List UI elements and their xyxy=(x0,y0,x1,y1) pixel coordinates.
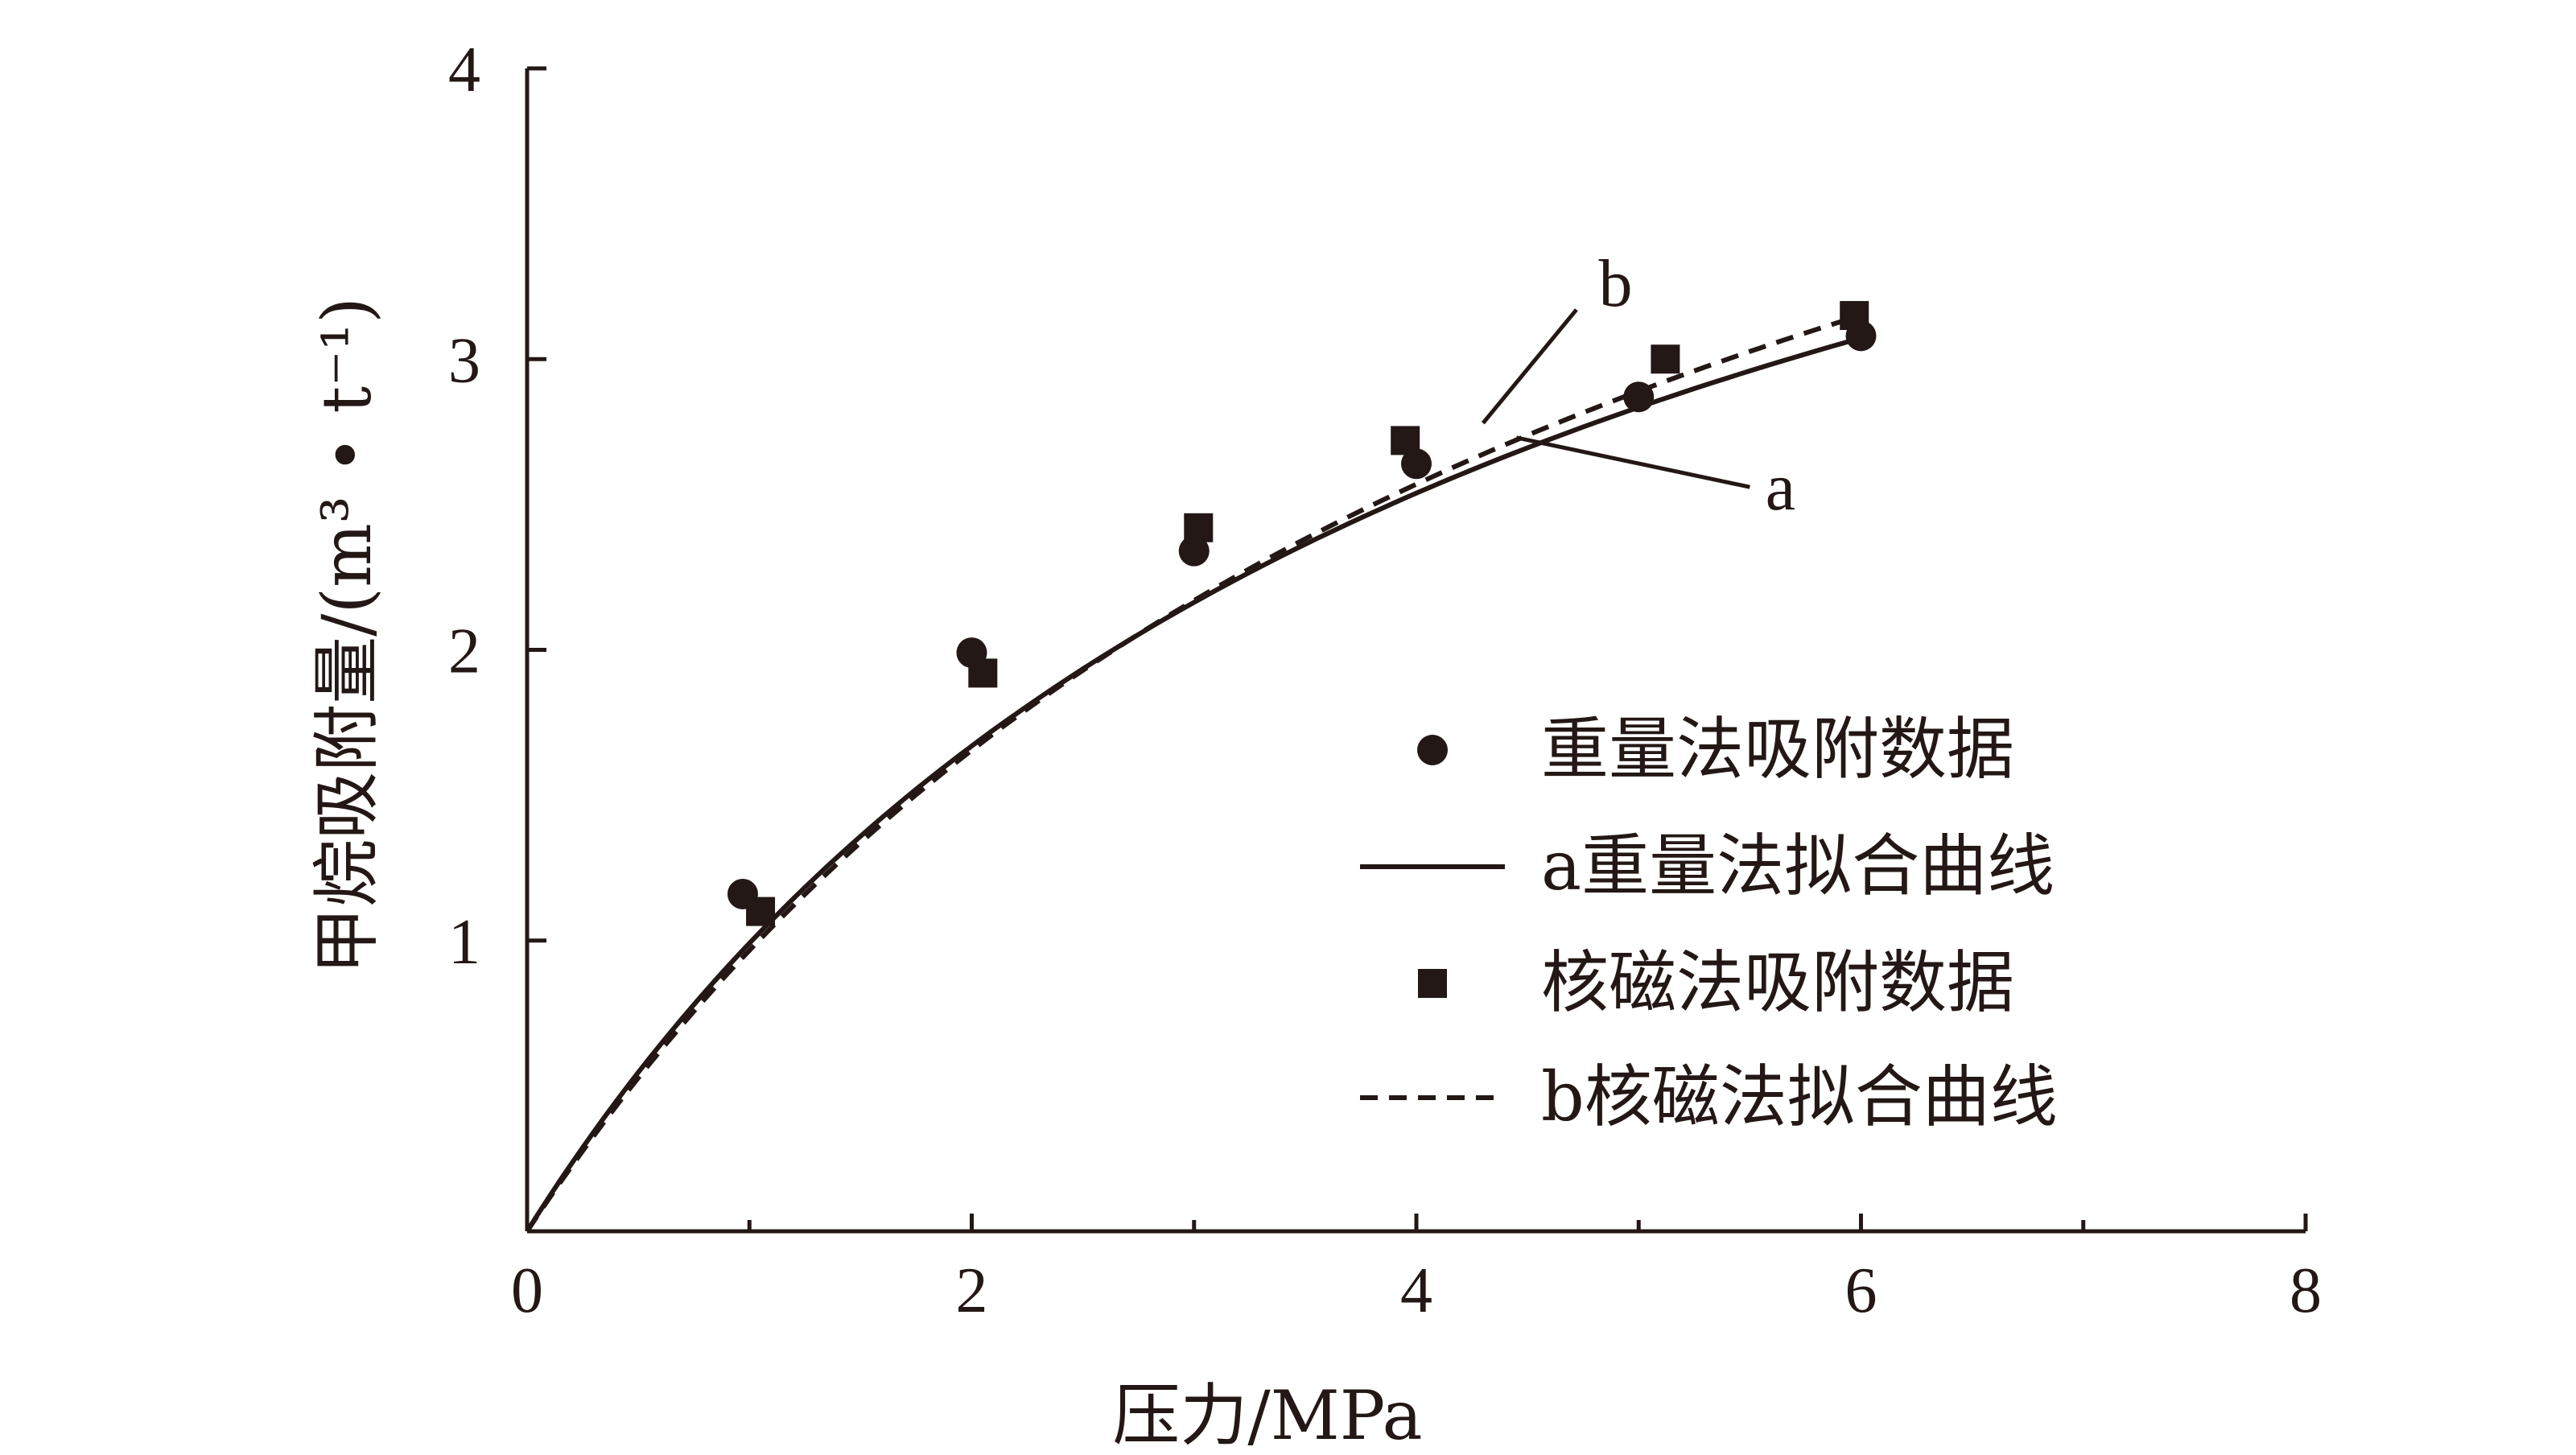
legend-marker-circle xyxy=(1417,735,1448,765)
gravimetric-point xyxy=(1178,535,1210,567)
gravimetric-point xyxy=(1623,381,1655,413)
legend-label: a重量法拟合曲线 xyxy=(1541,826,2055,905)
legend-label: 重量法吸附数据 xyxy=(1541,710,2014,789)
fit-curve-b xyxy=(525,312,1862,1233)
y-tick-label: 1 xyxy=(448,907,480,978)
x-tick-label: 0 xyxy=(511,1255,543,1326)
nmr-point xyxy=(1184,513,1214,542)
nmr-point xyxy=(1651,344,1680,374)
y-tick-label: 2 xyxy=(448,616,480,687)
legend-marker-square xyxy=(1418,969,1447,998)
annotation-leader-a xyxy=(1515,435,1750,489)
x-tick-label: 6 xyxy=(1845,1255,1877,1326)
annotation-leader-b xyxy=(1481,308,1578,425)
y-tick-label: 4 xyxy=(448,35,480,105)
nmr-point xyxy=(968,658,998,688)
data-points xyxy=(727,301,1877,926)
annotation-b: b xyxy=(1599,246,1633,321)
annotations: ba xyxy=(1481,246,1795,525)
legend-label: 核磁法吸附数据 xyxy=(1541,943,2014,1022)
x-tick-label: 4 xyxy=(1400,1255,1432,1326)
axes: 0 2 4 6 8 1 2 3 4 xyxy=(448,35,2322,1326)
nmr-point xyxy=(1391,426,1420,455)
gravimetric-point xyxy=(1401,448,1432,480)
y-tick-label: 3 xyxy=(448,325,480,396)
y-axis-label: 甲烷吸附量/(m³ • t⁻¹) xyxy=(307,297,386,975)
annotation-a: a xyxy=(1766,450,1795,525)
x-tick-label: 8 xyxy=(2290,1255,2322,1326)
nmr-point xyxy=(1840,301,1869,331)
x-tick-label: 2 xyxy=(956,1255,988,1326)
nmr-point xyxy=(746,896,776,926)
x-axis-label: 压力/MPa xyxy=(1112,1376,1422,1455)
legend-label: b核磁法拟合曲线 xyxy=(1541,1057,2058,1136)
